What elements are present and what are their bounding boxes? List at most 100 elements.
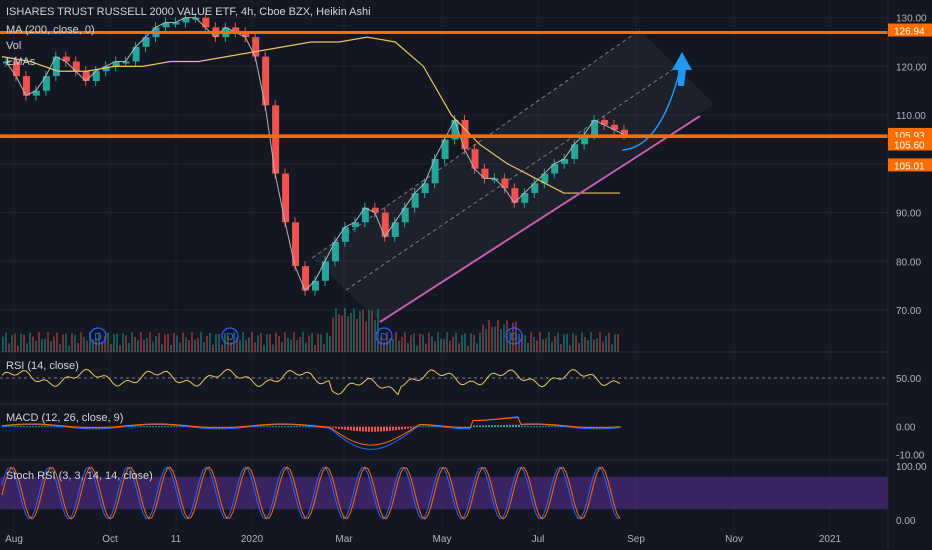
macd-histogram-bar [23, 426, 25, 428]
projection-curve [621, 69, 681, 151]
emas-legend[interactable]: EMAs [6, 56, 36, 68]
macd-histogram-bar [341, 426, 343, 430]
volume-bar [65, 333, 67, 352]
ma-line [1, 36, 620, 194]
volume-bar [326, 332, 328, 352]
candle-body [431, 158, 439, 184]
candle-body [32, 90, 40, 96]
volume-bar [20, 333, 22, 352]
volume-bar [182, 332, 184, 352]
ma-legend[interactable]: MA (200, close, 0) [6, 24, 95, 36]
volume-bar [308, 335, 310, 352]
macd-histogram-bar [287, 426, 289, 428]
volume-bar [41, 338, 43, 352]
volume-bar [590, 332, 592, 352]
volume-bar [245, 339, 247, 352]
channel-fill [312, 30, 714, 322]
x-tick-label: Nov [725, 534, 743, 545]
volume-bar [290, 339, 292, 352]
candle-body [391, 222, 399, 237]
volume-bar [11, 334, 13, 352]
macd-histogram-bar [434, 426, 436, 428]
price-level-tag [888, 158, 932, 172]
volume-bar [365, 321, 367, 352]
macd-histogram-bar [422, 426, 424, 428]
volume-bar [452, 336, 454, 352]
candle-body [82, 71, 90, 81]
volume-bar [344, 308, 346, 352]
volume-bar [116, 333, 118, 352]
macd-histogram-bar [269, 426, 271, 428]
macd-legend[interactable]: MACD (12, 26, close, 9) [6, 412, 124, 424]
volume-bar [185, 337, 187, 352]
macd-histogram-bar [356, 426, 358, 432]
volume-bar [437, 332, 439, 352]
volume-bar [569, 345, 571, 352]
volume-bar [203, 342, 205, 352]
volume-bar [611, 344, 613, 352]
candle-body [321, 261, 329, 281]
candle-body [102, 66, 110, 72]
candle-body [621, 129, 628, 135]
candle-body [202, 17, 210, 28]
macd-histogram-bar [17, 426, 19, 428]
macd-histogram-bar [266, 426, 268, 428]
dividend-marker-label: D [226, 332, 233, 343]
macd-histogram-bar [26, 426, 28, 428]
volume-bar [194, 339, 196, 352]
macd-histogram-bar [347, 426, 349, 431]
macd-tick-label: 0.00 [896, 423, 916, 434]
candle-body [182, 17, 190, 23]
macd-histogram-bar [353, 426, 355, 431]
macd-histogram-bar [485, 425, 487, 428]
volume-bar [68, 345, 70, 352]
macd-histogram-bar [56, 426, 58, 428]
volume-bar [95, 338, 97, 352]
volume-bar [188, 339, 190, 352]
dividend-marker [505, 327, 523, 345]
volume-bar [17, 345, 19, 352]
candle-body [371, 207, 379, 213]
macd-histogram-bar [8, 426, 10, 428]
stoch-pane [0, 466, 888, 520]
projection-arrow [672, 52, 692, 86]
volume-bar [233, 332, 235, 352]
volume-bar [179, 342, 181, 352]
volume-bar [92, 339, 94, 352]
volume-bar [596, 337, 598, 352]
macd-histogram-bar [509, 424, 511, 428]
macd-histogram-bar [293, 426, 295, 428]
price-level-label: 105.60 [894, 141, 925, 152]
macd-histogram-bar [146, 426, 148, 428]
volume-bar [413, 333, 415, 352]
macd-histogram-bar [98, 426, 100, 428]
vol-legend[interactable]: Vol [6, 40, 22, 52]
candle-body [581, 134, 589, 145]
volume-bar [83, 336, 85, 352]
stoch-legend[interactable]: Stoch RSI (3, 3, 14, 14, close) [6, 470, 153, 482]
rsi-legend[interactable]: RSI (14, close) [6, 360, 79, 372]
macd-histogram-bar [41, 426, 43, 428]
volume-bar [269, 334, 271, 352]
volume-bar [356, 318, 358, 352]
macd-histogram-bar [155, 426, 157, 428]
candle-body [451, 119, 459, 140]
macd-histogram-bar [290, 426, 292, 428]
macd-histogram-bar [545, 426, 547, 428]
volume-bar [314, 345, 316, 352]
macd-histogram-bar [398, 426, 400, 430]
volume-bar [5, 332, 7, 352]
stoch-k-line [1, 466, 621, 520]
candle-body [601, 119, 609, 125]
volume-bar [527, 343, 529, 352]
macd-histogram-bar [14, 426, 16, 428]
candle-body [361, 207, 369, 223]
volume-bar [125, 335, 127, 352]
volume-bar [371, 310, 373, 352]
volume-bar [587, 340, 589, 352]
volume-bar [59, 343, 61, 352]
volume-bar [137, 340, 139, 352]
candle-body [411, 193, 419, 208]
macd-histogram-bar [473, 425, 475, 428]
